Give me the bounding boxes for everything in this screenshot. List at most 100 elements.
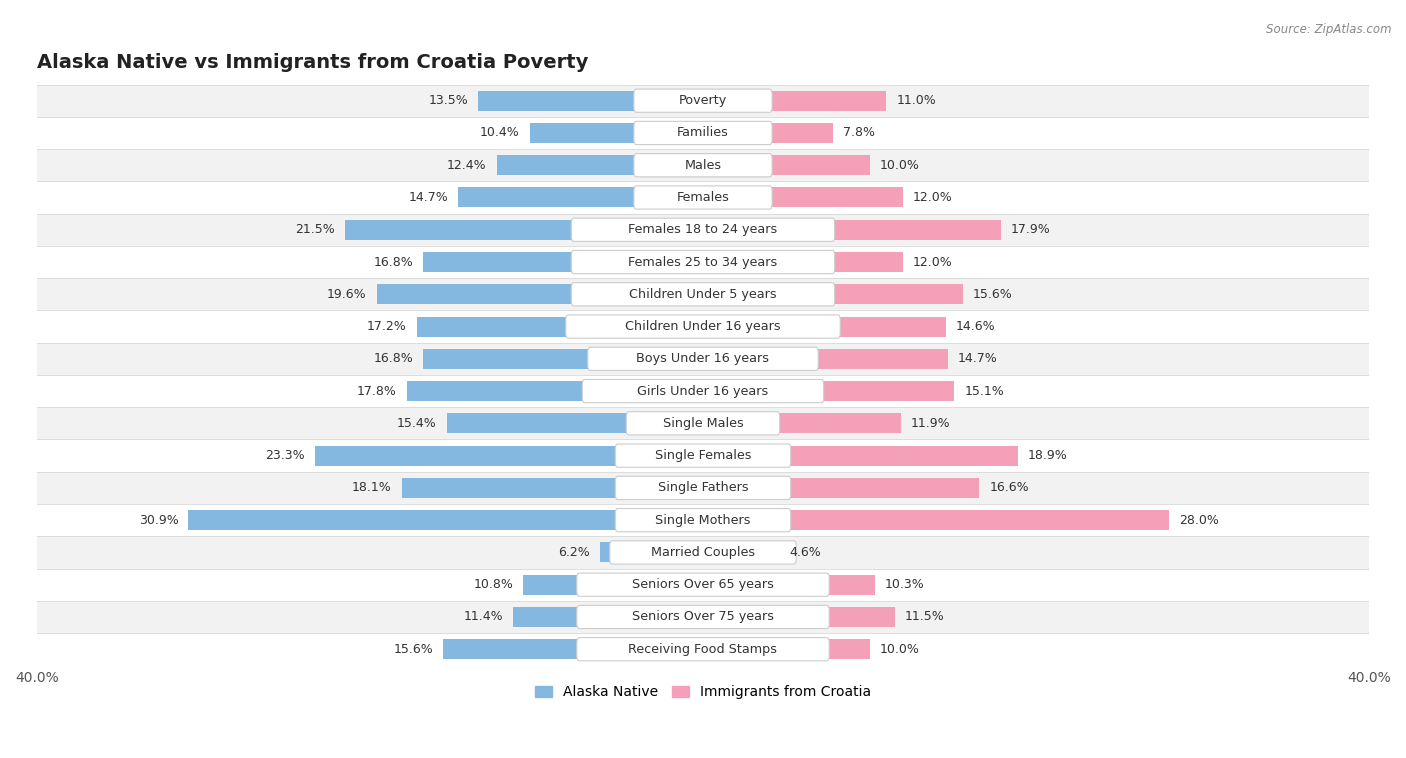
Text: 11.0%: 11.0%: [896, 94, 936, 107]
Bar: [377, 284, 703, 304]
Text: 11.5%: 11.5%: [904, 610, 945, 623]
Bar: [703, 284, 963, 304]
Text: Families: Families: [678, 127, 728, 139]
Bar: [443, 639, 703, 659]
Bar: [423, 349, 703, 369]
Bar: [458, 187, 703, 208]
FancyBboxPatch shape: [610, 540, 796, 564]
Bar: [37, 537, 1369, 568]
Bar: [37, 633, 1369, 666]
Bar: [703, 381, 955, 401]
Text: 10.3%: 10.3%: [884, 578, 924, 591]
FancyBboxPatch shape: [565, 315, 841, 338]
Bar: [703, 543, 779, 562]
Bar: [37, 278, 1369, 311]
Text: 10.8%: 10.8%: [474, 578, 513, 591]
Text: 17.9%: 17.9%: [1011, 224, 1050, 236]
Text: Boys Under 16 years: Boys Under 16 years: [637, 352, 769, 365]
Text: Single Mothers: Single Mothers: [655, 514, 751, 527]
Text: 16.6%: 16.6%: [990, 481, 1029, 494]
Text: 21.5%: 21.5%: [295, 224, 335, 236]
Legend: Alaska Native, Immigrants from Croatia: Alaska Native, Immigrants from Croatia: [530, 680, 876, 705]
Text: 10.4%: 10.4%: [479, 127, 520, 139]
Bar: [600, 543, 703, 562]
Text: 30.9%: 30.9%: [139, 514, 179, 527]
Bar: [37, 471, 1369, 504]
Bar: [315, 446, 703, 465]
Text: Males: Males: [685, 158, 721, 172]
Bar: [188, 510, 703, 530]
FancyBboxPatch shape: [576, 606, 830, 628]
FancyBboxPatch shape: [582, 380, 824, 402]
Text: 15.6%: 15.6%: [394, 643, 433, 656]
FancyBboxPatch shape: [634, 121, 772, 145]
Bar: [703, 413, 901, 434]
Text: 16.8%: 16.8%: [374, 255, 413, 268]
Bar: [406, 381, 703, 401]
Bar: [37, 375, 1369, 407]
Text: 15.1%: 15.1%: [965, 384, 1004, 398]
Bar: [496, 155, 703, 175]
Bar: [703, 575, 875, 595]
FancyBboxPatch shape: [616, 444, 790, 467]
Bar: [703, 639, 869, 659]
Text: Alaska Native vs Immigrants from Croatia Poverty: Alaska Native vs Immigrants from Croatia…: [37, 53, 588, 72]
Bar: [402, 478, 703, 498]
Text: Married Couples: Married Couples: [651, 546, 755, 559]
Text: 12.0%: 12.0%: [912, 255, 953, 268]
Text: 10.0%: 10.0%: [880, 158, 920, 172]
Text: 12.0%: 12.0%: [912, 191, 953, 204]
Bar: [523, 575, 703, 595]
Bar: [37, 440, 1369, 471]
Text: 11.9%: 11.9%: [911, 417, 950, 430]
Bar: [37, 343, 1369, 375]
Text: 13.5%: 13.5%: [429, 94, 468, 107]
Text: Single Fathers: Single Fathers: [658, 481, 748, 494]
Bar: [37, 601, 1369, 633]
Bar: [37, 181, 1369, 214]
Text: Single Males: Single Males: [662, 417, 744, 430]
Text: 10.0%: 10.0%: [880, 643, 920, 656]
Bar: [703, 252, 903, 272]
Text: 6.2%: 6.2%: [558, 546, 589, 559]
Bar: [530, 123, 703, 143]
Text: 23.3%: 23.3%: [266, 449, 305, 462]
Text: 17.8%: 17.8%: [357, 384, 396, 398]
Bar: [37, 117, 1369, 149]
Text: 28.0%: 28.0%: [1180, 514, 1219, 527]
Bar: [703, 91, 886, 111]
Text: 15.6%: 15.6%: [973, 288, 1012, 301]
FancyBboxPatch shape: [571, 283, 835, 306]
Text: 7.8%: 7.8%: [842, 127, 875, 139]
Text: 4.6%: 4.6%: [790, 546, 821, 559]
Text: 14.6%: 14.6%: [956, 320, 995, 333]
Bar: [447, 413, 703, 434]
Text: 16.8%: 16.8%: [374, 352, 413, 365]
FancyBboxPatch shape: [576, 637, 830, 661]
Text: Poverty: Poverty: [679, 94, 727, 107]
Bar: [703, 349, 948, 369]
Bar: [344, 220, 703, 240]
Bar: [703, 510, 1170, 530]
Text: Seniors Over 65 years: Seniors Over 65 years: [633, 578, 773, 591]
FancyBboxPatch shape: [616, 509, 790, 532]
Text: 18.1%: 18.1%: [352, 481, 392, 494]
Text: 15.4%: 15.4%: [396, 417, 436, 430]
Bar: [37, 214, 1369, 246]
Bar: [37, 149, 1369, 181]
Text: Females 18 to 24 years: Females 18 to 24 years: [628, 224, 778, 236]
Bar: [703, 187, 903, 208]
Bar: [703, 123, 832, 143]
Text: Females: Females: [676, 191, 730, 204]
Bar: [703, 317, 946, 337]
FancyBboxPatch shape: [616, 476, 790, 500]
Text: 14.7%: 14.7%: [409, 191, 449, 204]
FancyBboxPatch shape: [576, 573, 830, 597]
FancyBboxPatch shape: [634, 89, 772, 112]
Text: Seniors Over 75 years: Seniors Over 75 years: [633, 610, 773, 623]
Text: Source: ZipAtlas.com: Source: ZipAtlas.com: [1267, 23, 1392, 36]
Bar: [37, 311, 1369, 343]
FancyBboxPatch shape: [634, 154, 772, 177]
Bar: [478, 91, 703, 111]
Text: 18.9%: 18.9%: [1028, 449, 1067, 462]
